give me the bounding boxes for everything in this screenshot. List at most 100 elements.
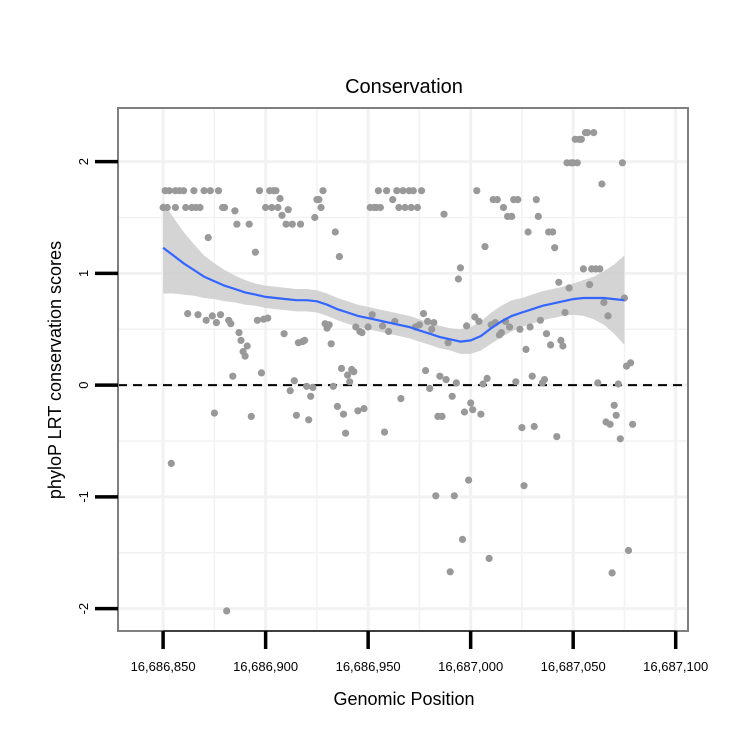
data-point (579, 265, 588, 273)
data-point (432, 492, 440, 500)
data-point (422, 367, 430, 375)
data-point (397, 395, 405, 403)
data-point (604, 312, 612, 320)
data-point (499, 203, 508, 212)
data-points (159, 129, 637, 615)
data-point (438, 412, 446, 420)
data-point (454, 275, 462, 283)
data-point (190, 187, 198, 195)
data-point (255, 187, 264, 195)
data-point (424, 317, 432, 325)
data-point (282, 220, 290, 228)
data-point (467, 399, 475, 407)
data-point (180, 187, 188, 195)
y-axis: -2 -1 0 1 2 (76, 158, 118, 614)
data-point (346, 378, 354, 386)
data-point (216, 311, 225, 319)
data-point (368, 311, 376, 319)
data-point (319, 187, 327, 195)
data-point (442, 376, 450, 384)
data-point (463, 322, 471, 330)
data-point (553, 433, 561, 441)
data-point (245, 220, 253, 228)
data-point (512, 378, 520, 386)
data-point (536, 316, 545, 324)
data-point (473, 187, 481, 195)
data-point (514, 196, 522, 204)
data-point (233, 220, 241, 228)
data-point (594, 379, 602, 387)
data-point (497, 329, 505, 337)
data-point (428, 325, 436, 333)
data-point (171, 203, 179, 212)
data-point (280, 330, 288, 338)
data-point (331, 228, 339, 236)
data-point (440, 210, 448, 218)
data-point (210, 409, 218, 417)
data-point (383, 187, 391, 195)
data-point (286, 387, 294, 395)
data-point (385, 327, 393, 336)
data-point (374, 187, 382, 195)
data-point (274, 203, 282, 212)
data-point (262, 203, 270, 212)
data-point (469, 406, 477, 414)
data-point (292, 411, 300, 419)
data-point (196, 203, 204, 212)
data-point (450, 492, 458, 500)
data-point (436, 372, 444, 380)
data-point (618, 159, 627, 167)
data-point (565, 284, 573, 292)
data-point (516, 325, 524, 333)
x-axis-label: Genomic Position (333, 689, 474, 709)
data-point (522, 345, 530, 353)
data-point (337, 364, 346, 372)
grid-lines (118, 108, 688, 631)
data-point (329, 382, 337, 390)
data-point (413, 203, 421, 212)
confidence-band (163, 201, 625, 354)
data-point (555, 278, 563, 286)
data-point (608, 569, 616, 577)
data-point (327, 340, 335, 348)
data-point (532, 196, 540, 204)
data-point (456, 264, 464, 272)
data-point (251, 248, 259, 256)
data-point (184, 310, 192, 318)
data-point (528, 372, 536, 380)
data-point (430, 319, 438, 327)
data-point (303, 382, 311, 390)
data-point (360, 405, 368, 413)
data-point (557, 336, 565, 344)
chart-title: Conservation (345, 76, 463, 98)
data-point (600, 298, 608, 306)
data-point (309, 383, 317, 391)
data-point (624, 546, 633, 555)
data-point (376, 203, 384, 212)
y-tick-label: 0 (76, 382, 91, 389)
data-point (542, 330, 551, 338)
data-point (237, 336, 245, 344)
data-point (493, 196, 501, 204)
data-point (559, 342, 567, 350)
data-point (247, 412, 255, 420)
y-axis-label: phyloP LRT conservation scores (45, 241, 65, 499)
data-point (606, 420, 614, 428)
data-point (610, 401, 618, 409)
data-point (389, 196, 397, 204)
data-point (540, 376, 549, 384)
data-point (253, 316, 261, 324)
data-point (204, 234, 212, 242)
data-point (524, 228, 532, 236)
data-point (315, 196, 323, 204)
data-point (483, 374, 491, 382)
data-point (508, 212, 516, 220)
data-point (426, 384, 434, 393)
data-point (399, 187, 407, 195)
data-point (311, 213, 319, 222)
data-point (415, 321, 423, 329)
data-point (479, 380, 487, 388)
data-point (364, 323, 372, 331)
data-point (200, 187, 208, 195)
data-point (272, 187, 280, 195)
